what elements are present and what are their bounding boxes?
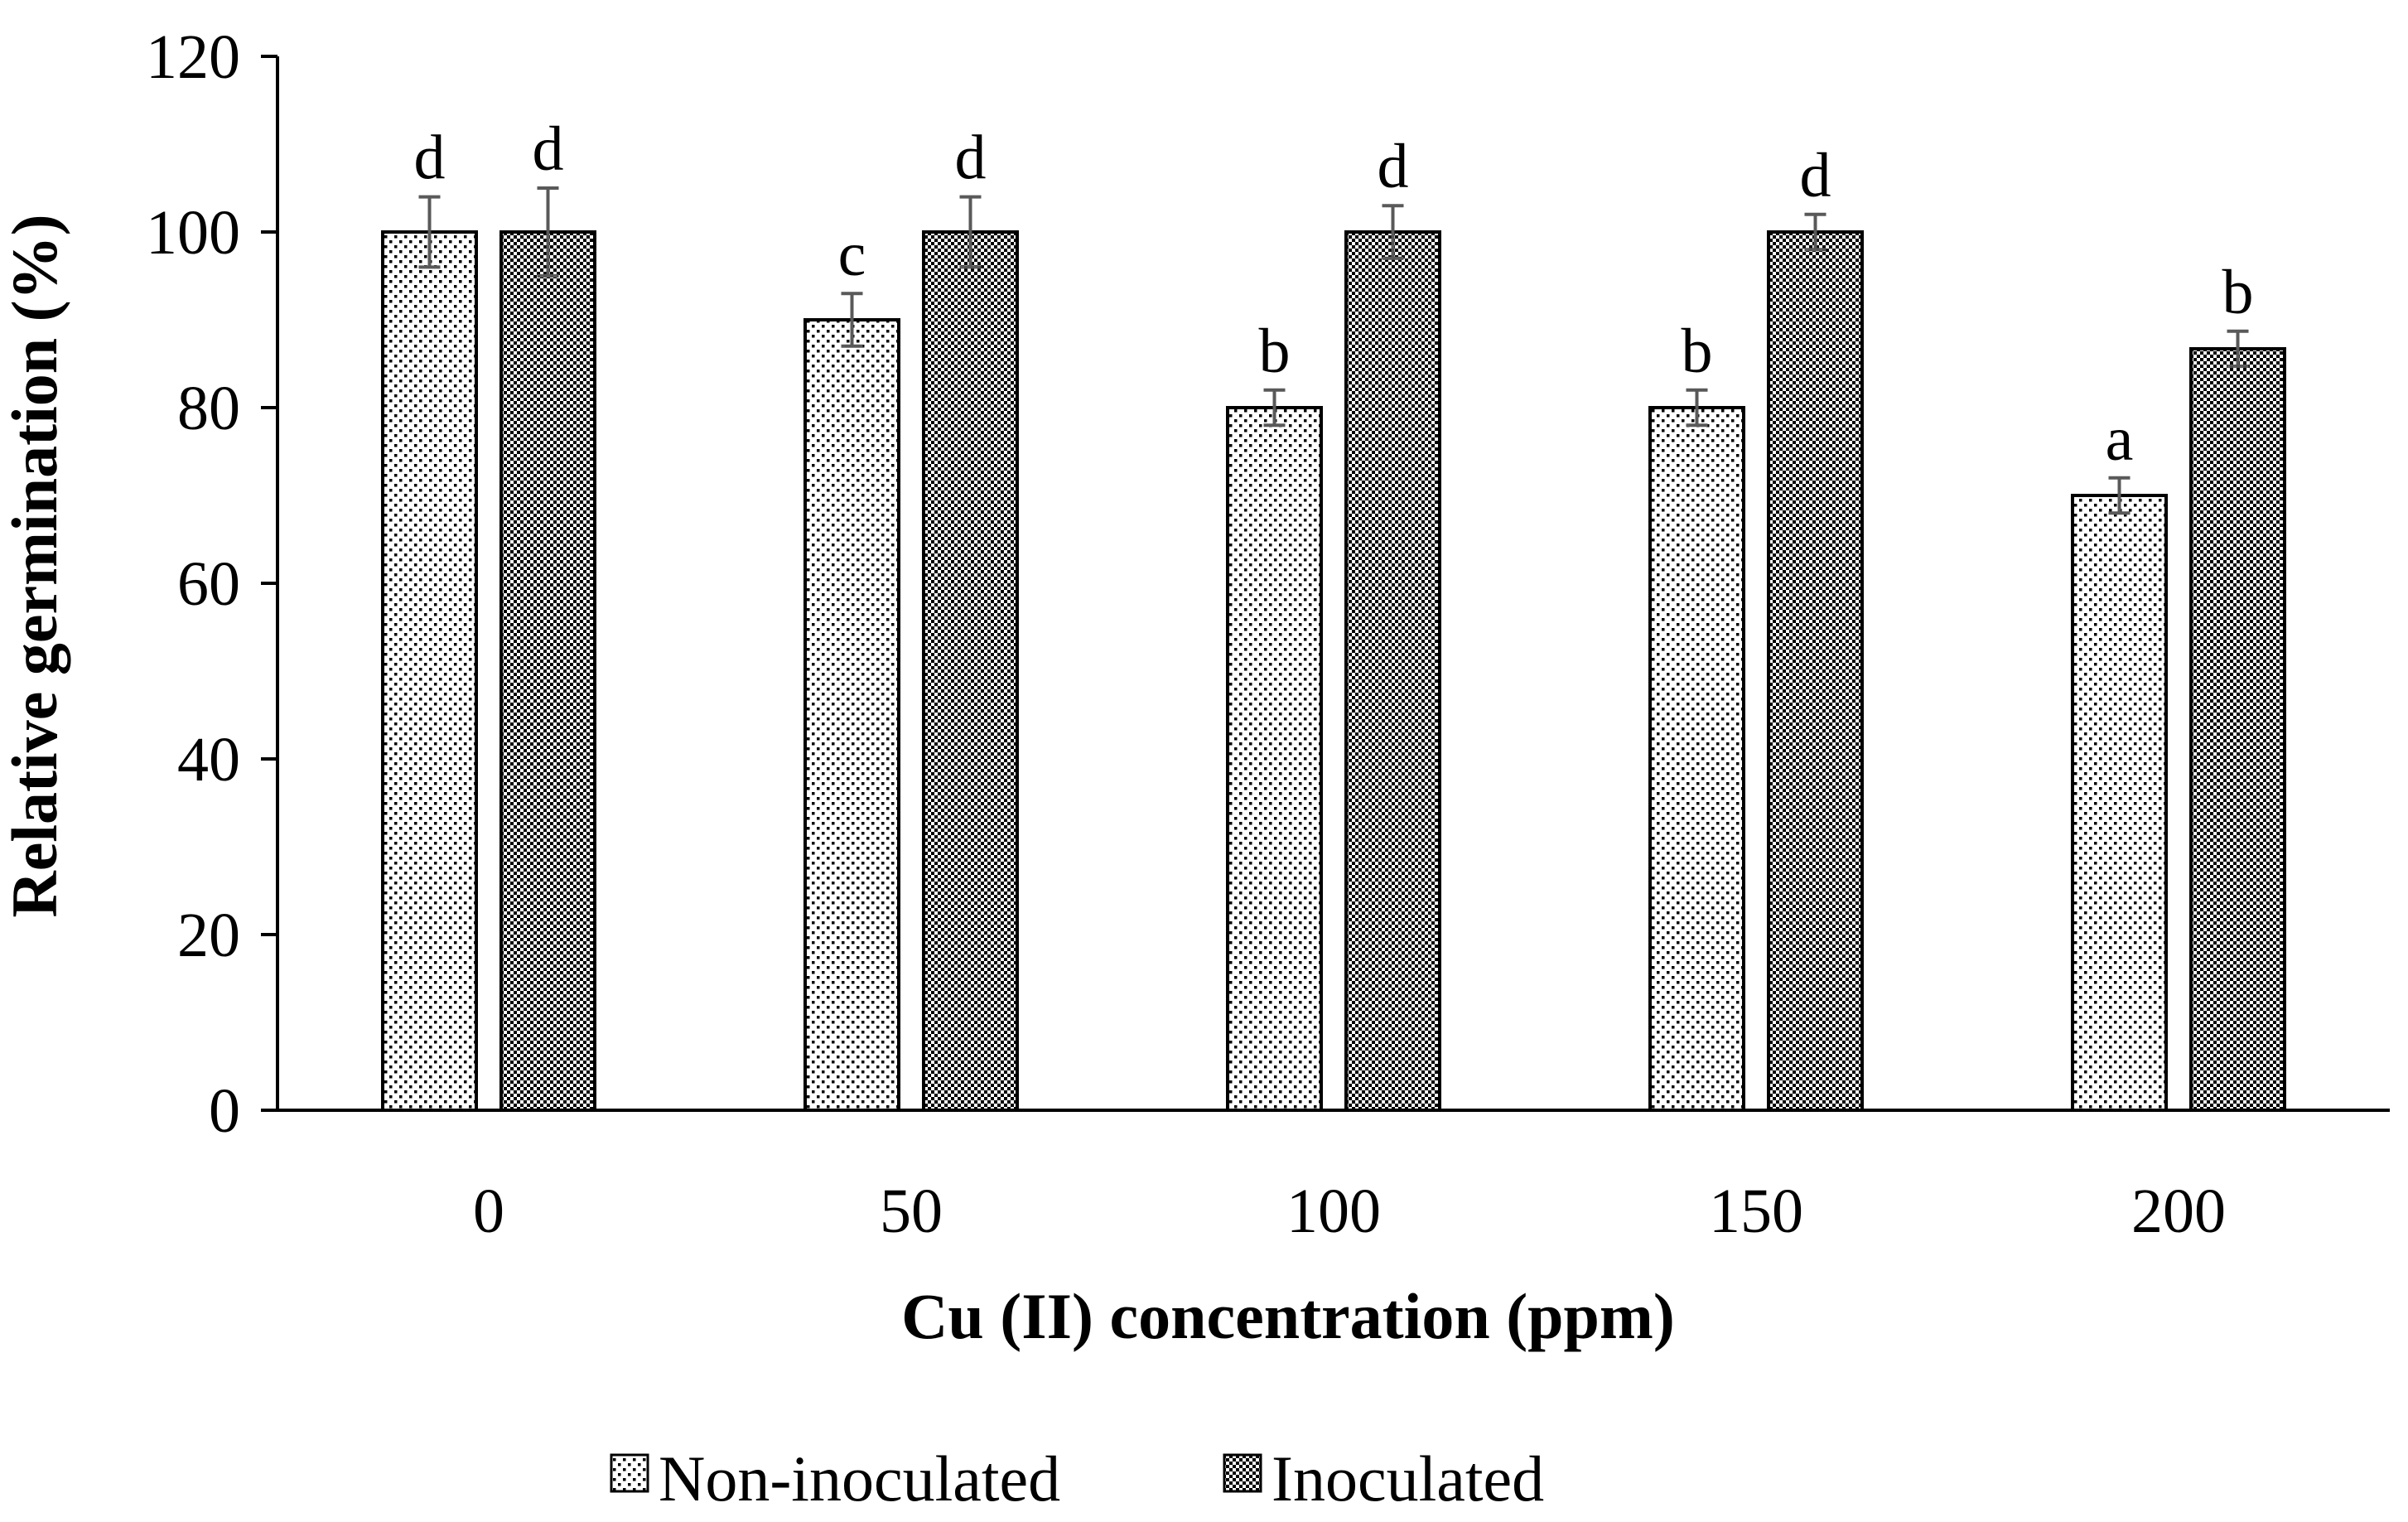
x-tick-label: 200 <box>2131 1177 2226 1246</box>
bar-inoculated <box>1344 230 1441 1112</box>
x-tick-label: 0 <box>473 1177 504 1246</box>
bar-inoculated <box>499 230 596 1112</box>
significance-label: b <box>1259 316 1291 386</box>
x-tick-label: 50 <box>880 1177 943 1246</box>
x-tick-label: 150 <box>1709 1177 1803 1246</box>
y-axis-ticks: 0 20 40 60 80 100 120 <box>146 22 277 1146</box>
legend: Non-inoculated Inoculated <box>610 1442 1544 1515</box>
significance-label: d <box>1800 141 1831 210</box>
bars-group: d d c d b d b d a b <box>381 114 2286 1113</box>
y-tick-label: 20 <box>177 901 240 970</box>
significance-label: a <box>2106 404 2134 474</box>
bar-non-inoculated <box>1226 406 1323 1112</box>
y-tick-label: 100 <box>146 198 240 268</box>
y-tick-label: 60 <box>177 549 240 619</box>
significance-label: b <box>1682 316 1713 386</box>
significance-label: b <box>2222 258 2254 327</box>
legend-swatch-inoculated <box>1223 1453 1262 1493</box>
bar-non-inoculated <box>381 230 478 1112</box>
x-axis-title: Cu (II) concentration (ppm) <box>901 1280 1675 1352</box>
bar-non-inoculated <box>803 318 900 1112</box>
bar-inoculated <box>1767 230 1864 1112</box>
significance-label: d <box>1378 132 1409 201</box>
legend-label-inoculated: Inoculated <box>1272 1442 1544 1515</box>
bar-non-inoculated <box>2071 494 2168 1112</box>
x-axis-ticks: 0 50 100 150 200 <box>473 1177 2226 1246</box>
bar-non-inoculated <box>1648 406 1745 1112</box>
y-tick-label: 40 <box>177 725 240 795</box>
legend-swatch-non-inoculated <box>610 1453 649 1493</box>
significance-label: d <box>533 114 564 184</box>
bar-inoculated <box>922 230 1019 1112</box>
y-tick-label: 120 <box>146 22 240 92</box>
significance-label: d <box>414 123 446 193</box>
bar-inoculated <box>2189 346 2286 1113</box>
significance-label: c <box>838 220 866 289</box>
legend-label-non-inoculated: Non-inoculated <box>659 1442 1060 1515</box>
y-tick-label: 80 <box>177 374 240 443</box>
significance-label: d <box>955 123 987 193</box>
x-tick-label: 100 <box>1286 1177 1381 1246</box>
y-axis-title: Relative germination (%) <box>0 214 70 917</box>
y-tick-label: 0 <box>209 1076 240 1146</box>
